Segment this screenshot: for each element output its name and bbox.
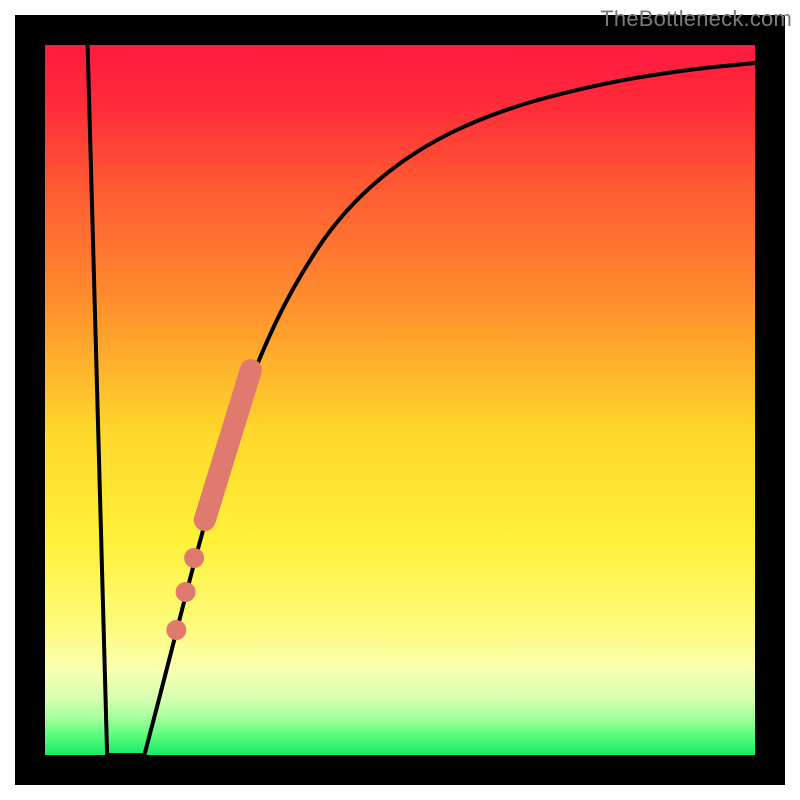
marker-dot (176, 582, 196, 602)
bottleneck-chart-svg (0, 0, 800, 800)
marker-dot (166, 620, 186, 640)
chart-container: TheBottleneck.com (0, 0, 800, 800)
gradient-background (45, 45, 755, 755)
marker-dot (184, 548, 204, 568)
watermark-label: TheBottleneck.com (600, 6, 792, 32)
